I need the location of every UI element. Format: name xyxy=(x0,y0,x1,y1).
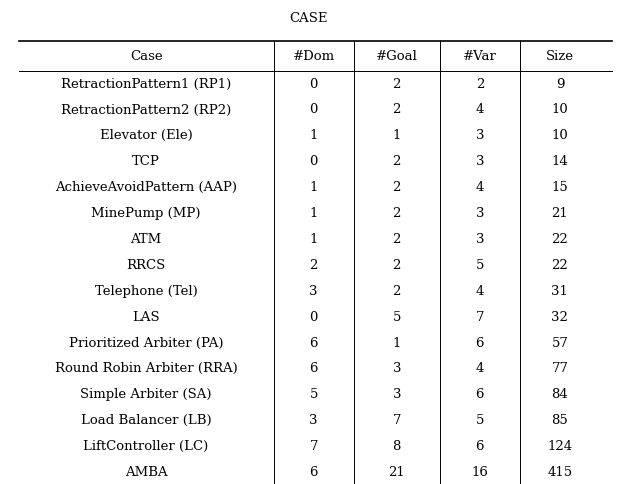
Text: 7: 7 xyxy=(392,414,401,427)
Text: 2: 2 xyxy=(392,285,401,298)
Text: 15: 15 xyxy=(551,181,569,194)
Text: 4: 4 xyxy=(476,181,484,194)
Text: 8: 8 xyxy=(392,440,401,453)
Text: 5: 5 xyxy=(310,388,318,401)
Text: ATM: ATM xyxy=(130,233,162,246)
Text: CASE: CASE xyxy=(290,12,328,25)
Text: 1: 1 xyxy=(310,233,318,246)
Text: 1: 1 xyxy=(310,129,318,142)
Text: Prioritized Arbiter (PA): Prioritized Arbiter (PA) xyxy=(69,336,223,349)
Text: 3: 3 xyxy=(310,414,318,427)
Text: 6: 6 xyxy=(476,336,484,349)
Text: Load Balancer (LB): Load Balancer (LB) xyxy=(81,414,211,427)
Text: 415: 415 xyxy=(548,466,572,479)
Text: TCP: TCP xyxy=(132,155,160,168)
Text: 3: 3 xyxy=(476,207,484,220)
Text: 22: 22 xyxy=(551,259,569,272)
Text: 2: 2 xyxy=(476,77,484,91)
Text: 2: 2 xyxy=(392,155,401,168)
Text: 32: 32 xyxy=(551,311,569,324)
Text: 0: 0 xyxy=(310,311,318,324)
Text: LAS: LAS xyxy=(132,311,160,324)
Text: 1: 1 xyxy=(310,207,318,220)
Text: #Dom: #Dom xyxy=(293,50,335,62)
Text: 22: 22 xyxy=(551,233,569,246)
Text: 6: 6 xyxy=(310,466,318,479)
Text: RetractionPattern2 (RP2): RetractionPattern2 (RP2) xyxy=(61,104,231,117)
Text: 2: 2 xyxy=(392,77,401,91)
Text: 10: 10 xyxy=(551,129,569,142)
Text: 7: 7 xyxy=(476,311,484,324)
Text: 3: 3 xyxy=(476,129,484,142)
Text: 124: 124 xyxy=(548,440,572,453)
Text: 0: 0 xyxy=(310,155,318,168)
Text: 84: 84 xyxy=(551,388,569,401)
Text: 10: 10 xyxy=(551,104,569,117)
Text: 3: 3 xyxy=(392,363,401,376)
Text: 6: 6 xyxy=(476,440,484,453)
Text: 31: 31 xyxy=(551,285,569,298)
Text: Round Robin Arbiter (RRA): Round Robin Arbiter (RRA) xyxy=(55,363,237,376)
Text: #Var: #Var xyxy=(463,50,497,62)
Text: 3: 3 xyxy=(310,285,318,298)
Text: 1: 1 xyxy=(392,336,401,349)
Text: 7: 7 xyxy=(310,440,318,453)
Text: 2: 2 xyxy=(392,233,401,246)
Text: 2: 2 xyxy=(392,207,401,220)
Text: 0: 0 xyxy=(310,104,318,117)
Text: 4: 4 xyxy=(476,104,484,117)
Text: 21: 21 xyxy=(388,466,405,479)
Text: 57: 57 xyxy=(551,336,569,349)
Text: 14: 14 xyxy=(551,155,569,168)
Text: 5: 5 xyxy=(476,414,484,427)
Text: Telephone (Tel): Telephone (Tel) xyxy=(95,285,198,298)
Text: 2: 2 xyxy=(310,259,318,272)
Text: MinePump (MP): MinePump (MP) xyxy=(91,207,201,220)
Text: 2: 2 xyxy=(392,181,401,194)
Text: 21: 21 xyxy=(551,207,569,220)
Text: Simple Arbiter (SA): Simple Arbiter (SA) xyxy=(80,388,212,401)
Text: 3: 3 xyxy=(476,155,484,168)
Text: 4: 4 xyxy=(476,363,484,376)
Text: RetractionPattern1 (RP1): RetractionPattern1 (RP1) xyxy=(61,77,231,91)
Text: LiftController (LC): LiftController (LC) xyxy=(83,440,209,453)
Text: 4: 4 xyxy=(476,285,484,298)
Text: 6: 6 xyxy=(310,363,318,376)
Text: 1: 1 xyxy=(310,181,318,194)
Text: Elevator (Ele): Elevator (Ele) xyxy=(99,129,192,142)
Text: 1: 1 xyxy=(392,129,401,142)
Text: 85: 85 xyxy=(551,414,569,427)
Text: RRCS: RRCS xyxy=(127,259,166,272)
Text: #Goal: #Goal xyxy=(376,50,418,62)
Text: 3: 3 xyxy=(476,233,484,246)
Text: 16: 16 xyxy=(472,466,488,479)
Text: 77: 77 xyxy=(551,363,569,376)
Text: 6: 6 xyxy=(310,336,318,349)
Text: 9: 9 xyxy=(556,77,564,91)
Text: 0: 0 xyxy=(310,77,318,91)
Text: 5: 5 xyxy=(476,259,484,272)
Text: AchieveAvoidPattern (AAP): AchieveAvoidPattern (AAP) xyxy=(55,181,237,194)
Text: 2: 2 xyxy=(392,259,401,272)
Text: Size: Size xyxy=(546,50,574,62)
Text: 5: 5 xyxy=(392,311,401,324)
Text: 3: 3 xyxy=(392,388,401,401)
Text: AMBA: AMBA xyxy=(125,466,167,479)
Text: Case: Case xyxy=(130,50,163,62)
Text: 2: 2 xyxy=(392,104,401,117)
Text: 6: 6 xyxy=(476,388,484,401)
